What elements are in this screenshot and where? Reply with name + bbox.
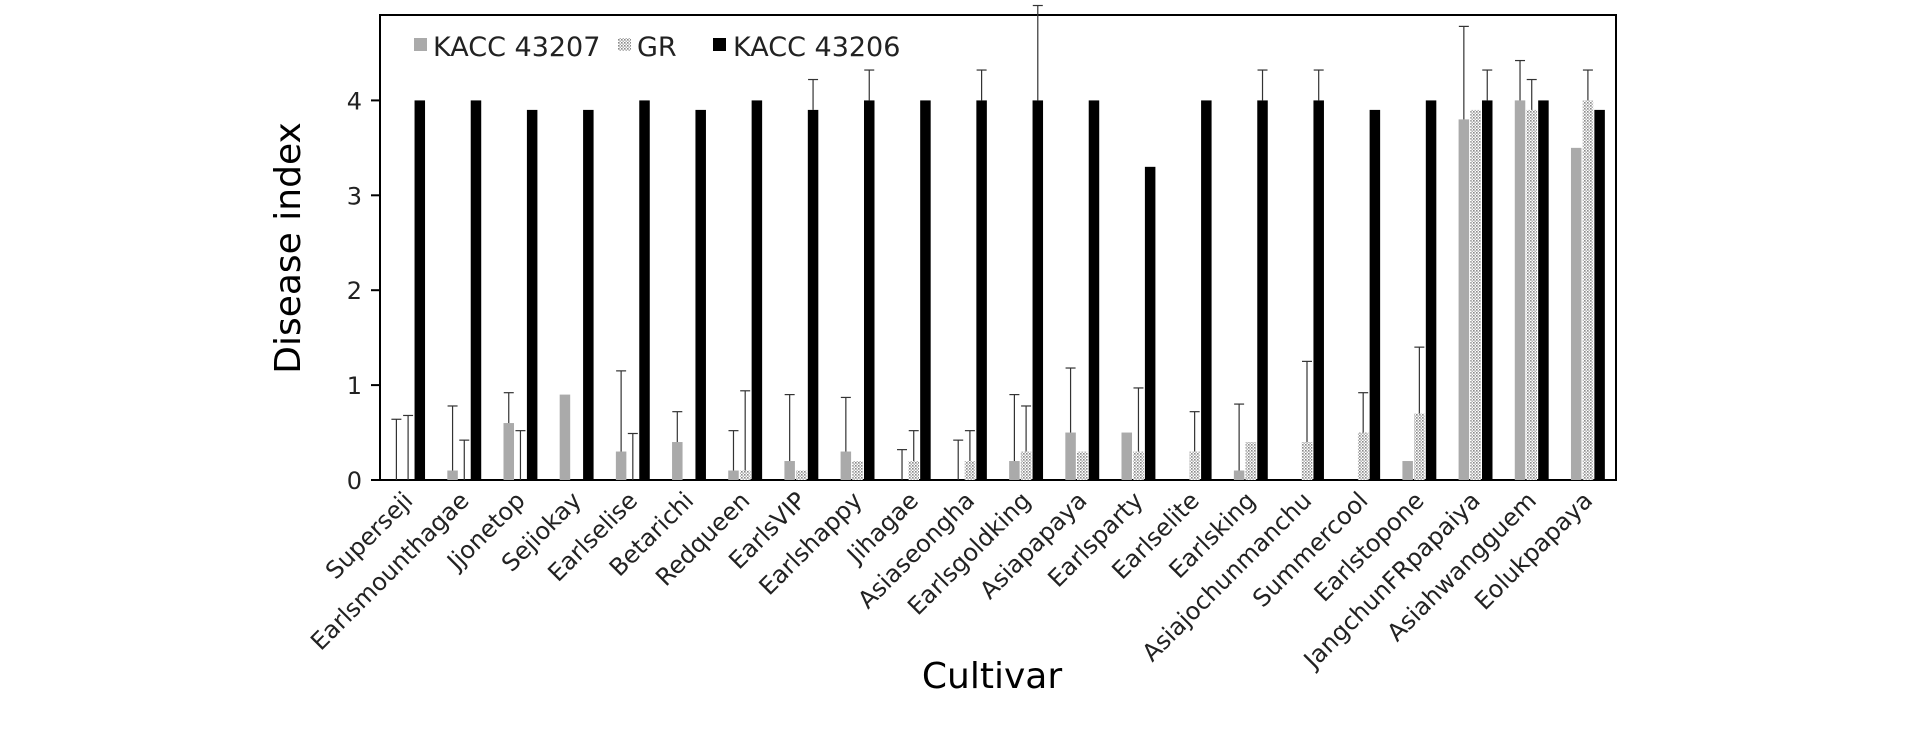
x-axis: SupersejiEarlsmounthagaeJjonetopSejiokay… [305, 486, 1598, 675]
bar [1144, 166, 1156, 480]
y-tick-label: 1 [347, 372, 362, 400]
bar [1133, 451, 1144, 480]
bar [1301, 442, 1313, 480]
y-tick-label: 3 [347, 182, 362, 210]
bar [976, 100, 987, 480]
bar [739, 470, 751, 480]
bar [1526, 109, 1537, 481]
bar [1470, 109, 1481, 481]
bar [1458, 119, 1470, 480]
bar [1425, 100, 1437, 480]
bar [1414, 413, 1425, 480]
bar [1570, 147, 1582, 480]
y-tick-label: 0 [347, 467, 362, 495]
bar [964, 461, 976, 480]
bar [1032, 100, 1044, 480]
bar [840, 451, 852, 480]
bar [414, 100, 426, 480]
bar [503, 423, 515, 480]
bar [807, 109, 819, 481]
bar [470, 100, 482, 480]
bar [559, 394, 571, 480]
bar [908, 461, 919, 480]
bar [672, 442, 683, 480]
bar [1020, 451, 1032, 480]
plot-frame [379, 14, 1617, 481]
bar [1514, 100, 1526, 480]
bar [1077, 451, 1088, 480]
bar [583, 109, 594, 481]
bar [863, 100, 875, 480]
bar [852, 461, 863, 480]
bar [1189, 451, 1200, 480]
legend-swatch [713, 38, 726, 51]
bar [1582, 100, 1594, 480]
y-axis: 0 1 2 3 4 [347, 87, 380, 495]
x-axis-title: Cultivar [922, 656, 1062, 697]
legend-swatch [414, 38, 427, 51]
bar [1121, 432, 1133, 480]
bar [1201, 100, 1212, 480]
bar [784, 461, 795, 480]
bar [1402, 461, 1413, 480]
legend-label: KACC 43206 [733, 32, 900, 63]
bar [1481, 100, 1493, 480]
bar [1009, 461, 1020, 480]
bar [751, 100, 763, 480]
bar [695, 109, 706, 481]
bar [796, 470, 807, 480]
error-bar-group [391, 4, 1593, 480]
bar [1088, 100, 1100, 480]
y-tick-label: 4 [347, 87, 362, 115]
bar [1313, 100, 1324, 480]
legend: KACC 43207 GR KACC 43206 [414, 32, 900, 63]
bar [1594, 109, 1605, 481]
bar [728, 470, 739, 480]
bar [1369, 109, 1381, 481]
bar [1357, 432, 1369, 480]
legend-label: GR [637, 32, 677, 63]
bar [1257, 100, 1268, 480]
legend-label: KACC 43207 [433, 32, 600, 63]
bar [615, 451, 627, 480]
bar [1233, 470, 1245, 480]
bar [920, 100, 931, 480]
legend-swatch [618, 38, 631, 51]
bar [1538, 100, 1549, 480]
bar [447, 470, 458, 480]
bar [1245, 442, 1257, 480]
bar [526, 109, 538, 481]
bar-group [414, 100, 1605, 481]
y-tick-label: 2 [347, 277, 362, 305]
y-axis-title: Disease index [268, 122, 309, 374]
bar [1065, 432, 1076, 480]
bar [639, 100, 650, 480]
